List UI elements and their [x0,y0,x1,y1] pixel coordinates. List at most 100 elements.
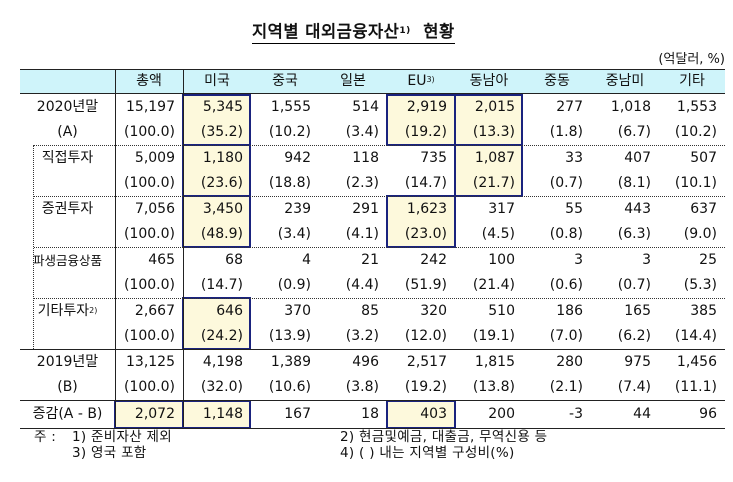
table-cell-value: 277 [556,99,583,115]
table-cell-value: 44 [633,406,651,422]
table-cell-value: 2,517 [406,354,447,370]
table-cell-share: (3.2) [345,328,379,344]
dot-vline-breakdown [33,145,34,349]
table-cell-value: 242 [420,252,447,268]
table-cell-value: 320 [420,303,447,319]
col-header-total: 총액 [136,73,162,89]
table-cell-value: 21 [361,252,379,268]
table-cell-share: (2.1) [549,379,583,395]
table-cell-value: 5,345 [202,99,243,115]
table-cell-share: (13.8) [472,379,515,395]
table-cell-value: 239 [284,201,311,217]
col-header-us: 미국 [204,73,230,89]
dot-line-direct [34,145,725,146]
table-cell-share: (3.4) [277,226,311,242]
table-cell-share: (3.8) [345,379,379,395]
col-divider-label [115,69,116,427]
table-cell-share: (10.2) [674,124,717,140]
table-cell-share: (4.1) [345,226,379,242]
table-cell-value: 1,553 [676,99,717,115]
table-cell-share: (4.5) [481,226,515,242]
table-cell-value: 13,125 [126,354,175,370]
row-label-securities: 증권투자 [41,201,94,217]
table-cell-value: 1,148 [202,406,243,422]
table-cell-value: 3 [574,252,583,268]
row-sublabel-2020: (A) [57,124,78,140]
table-cell-share: (51.9) [404,277,447,293]
table-cell-value: 1,087 [474,150,515,166]
table-cell-share: (14.7) [200,277,243,293]
table-cell-share: (8.1) [617,175,651,191]
table-cell-share: (7.4) [617,379,651,395]
table-cell-value: 514 [352,99,379,115]
table-cell-share: (100.0) [123,124,175,140]
table-cell-share: (0.6) [549,277,583,293]
note-prefix: 주 : [34,429,57,445]
table-cell-value: 1,623 [406,201,447,217]
highlight-us-2020 [182,94,251,146]
dot-line-derivatives [34,247,725,248]
col-header-china: 중국 [272,73,298,89]
table-cell-share: (10.6) [268,379,311,395]
table-cell-value: 443 [624,201,651,217]
table-cell-share: (4.4) [345,277,379,293]
table-cell-value: 317 [488,201,515,217]
table-cell-share: (6.3) [617,226,651,242]
table-cell-share: (7.0) [549,328,583,344]
table-cell-share: (18.8) [268,175,311,191]
table-cell-value: 735 [420,150,447,166]
table-cell-share: (0.8) [549,226,583,242]
table-cell-share: (3.4) [345,124,379,140]
table-cell-share: (19.2) [404,379,447,395]
table-cell-value: 55 [565,201,583,217]
table-cell-value: 4 [302,252,311,268]
table-cell-share: (24.2) [200,328,243,344]
table-cell-value: 18 [361,406,379,422]
table-cell-value: -3 [569,406,583,422]
row-label-direct-investment: 직접투자 [41,150,94,166]
table-bottom [20,428,725,429]
table-cell-share: (13.9) [268,328,311,344]
col-header-eu: EU3) [407,73,435,89]
table-cell-value: 200 [488,406,515,422]
table-cell-share: (32.0) [200,379,243,395]
dot-line-other [34,298,725,299]
table-cell-value: 637 [690,201,717,217]
table-cell-share: (100.0) [123,328,175,344]
table-cell-share: (12.0) [404,328,447,344]
table-cell-value: 646 [216,303,243,319]
title-footnote-mark: 1) [399,26,411,36]
table-cell-value: 496 [352,354,379,370]
table-cell-value: 85 [361,303,379,319]
row-label-derivatives: 파생금융상품 [32,253,102,268]
table-cell-share: (23.0) [404,226,447,242]
table-cell-share: (14.7) [404,175,447,191]
table-cell-value: 25 [699,252,717,268]
table-cell-value: 407 [624,150,651,166]
table-cell-share: (1.8) [549,124,583,140]
table-cell-share: (6.7) [617,124,651,140]
note-4: 4) ( ) 내는 지역별 구성비(%) [340,445,515,461]
table-cell-share: (19.1) [472,328,515,344]
table-cell-share: (21.4) [472,277,515,293]
table-cell-value: 1,555 [270,99,311,115]
row-label-2019: 2019년말 [36,354,99,370]
table-cell-value: 5,009 [134,150,175,166]
note-2: 2) 현금및예금, 대출금, 무역신용 등 [340,429,548,445]
table-cell-value: 4,198 [202,354,243,370]
table-cell-share: (23.6) [200,175,243,191]
table-cell-value: 942 [284,150,311,166]
table-cell-value: 403 [420,406,447,422]
col-header-latin-america: 중남미 [605,73,645,89]
table-cell-share: (13.3) [472,124,515,140]
table-cell-value: 96 [699,406,717,422]
table-cell-share: (9.0) [683,226,717,242]
table-cell-value: 1,815 [474,354,515,370]
row-label-2020: 2020년말 [36,99,99,115]
table-cell-share: (100.0) [123,277,175,293]
note-3: 3) 영국 포함 [72,445,147,461]
table-cell-share: (5.3) [683,277,717,293]
table-cell-value: 1,389 [270,354,311,370]
table-cell-share: (0.7) [617,277,651,293]
table-cell-value: 186 [556,303,583,319]
